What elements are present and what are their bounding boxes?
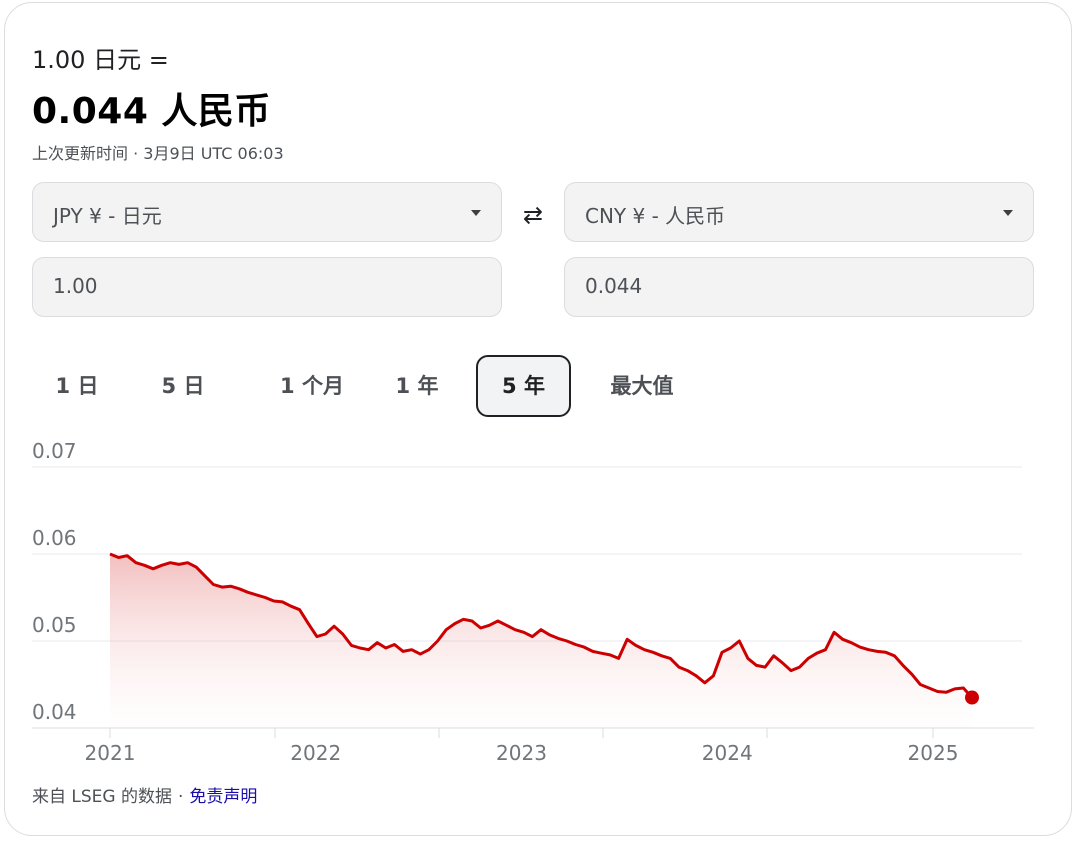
- tab-max[interactable]: 最大值: [610, 374, 674, 398]
- from-currency-label: JPY ¥ - 日元: [53, 204, 162, 228]
- tab-1-month[interactable]: 1 个月: [280, 374, 344, 398]
- tab-1-day[interactable]: 1 日: [55, 374, 99, 398]
- series-line: [109, 552, 974, 699]
- x-tick-label: 2025: [908, 741, 959, 765]
- last-updated-text: 上次更新时间 · 3月9日 UTC 06:03: [32, 144, 284, 163]
- x-tick-label: 2021: [85, 741, 136, 765]
- to-currency-label: CNY ¥ - 人民币: [585, 204, 726, 228]
- tab-5-day[interactable]: 5 日: [161, 374, 205, 398]
- y-tick-label: 0.06: [32, 526, 77, 550]
- latest-point: [965, 690, 979, 705]
- converted-result: 0.044 人民币: [32, 91, 271, 132]
- time-range-tabs: 1 日 5 日 1 个月 1 年 5 年 最大值: [32, 355, 732, 417]
- chevron-down-icon: [471, 210, 481, 216]
- data-source: 来自 LSEG 的数据 · 免责声明: [32, 782, 257, 807]
- separator: ·: [177, 787, 184, 807]
- from-amount-line: 1.00 日元 =: [32, 46, 169, 74]
- to-amount-field[interactable]: [564, 257, 1034, 317]
- y-tick-label: 0.05: [32, 613, 77, 637]
- tab-5-year[interactable]: 5 年: [476, 355, 571, 417]
- y-tick-label: 0.07: [32, 439, 77, 463]
- exchange-rate-chart: 0.04 0.05 0.06 0.07 2021 2022 2023 2024 2025: [32, 439, 1034, 765]
- from-amount-input[interactable]: [53, 274, 453, 298]
- x-tick-label: 2022: [290, 741, 341, 765]
- from-amount-field[interactable]: [32, 257, 502, 317]
- source-text: 来自 LSEG 的数据: [32, 787, 172, 807]
- swap-icon[interactable]: ⇄: [522, 201, 544, 229]
- x-tick-label: 2024: [702, 741, 753, 765]
- series-area: [110, 554, 972, 728]
- disclaimer-link[interactable]: 免责声明: [189, 787, 258, 807]
- tab-1-year[interactable]: 1 年: [395, 374, 439, 398]
- to-currency-select[interactable]: CNY ¥ - 人民币: [564, 182, 1034, 242]
- x-tick-label: 2023: [496, 741, 547, 765]
- y-tick-label: 0.04: [32, 700, 77, 724]
- to-amount-input[interactable]: [585, 274, 985, 298]
- chevron-down-icon: [1003, 210, 1013, 216]
- from-currency-select[interactable]: JPY ¥ - 日元: [32, 182, 502, 242]
